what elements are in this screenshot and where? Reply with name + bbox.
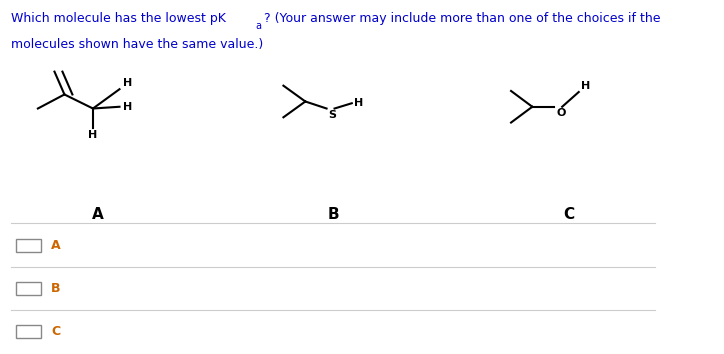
Text: molecules shown have the same value.): molecules shown have the same value.): [12, 38, 264, 51]
Text: H: H: [355, 98, 363, 108]
FancyBboxPatch shape: [16, 325, 41, 338]
Text: O: O: [556, 108, 565, 118]
FancyBboxPatch shape: [16, 239, 41, 252]
Text: Which molecule has the lowest pK: Which molecule has the lowest pK: [12, 12, 226, 25]
Text: A: A: [51, 239, 61, 252]
FancyBboxPatch shape: [16, 282, 41, 295]
Text: C: C: [563, 207, 574, 222]
Text: C: C: [51, 325, 60, 338]
Text: B: B: [51, 282, 61, 295]
Text: H: H: [88, 130, 98, 139]
Text: a: a: [255, 21, 261, 31]
Text: S: S: [329, 110, 337, 120]
Text: H: H: [123, 78, 132, 88]
Text: B: B: [327, 207, 339, 222]
Text: H: H: [123, 102, 132, 112]
Text: ? (Your answer may include more than one of the choices if the: ? (Your answer may include more than one…: [264, 12, 661, 25]
Text: H: H: [581, 81, 591, 91]
Text: A: A: [92, 207, 104, 222]
